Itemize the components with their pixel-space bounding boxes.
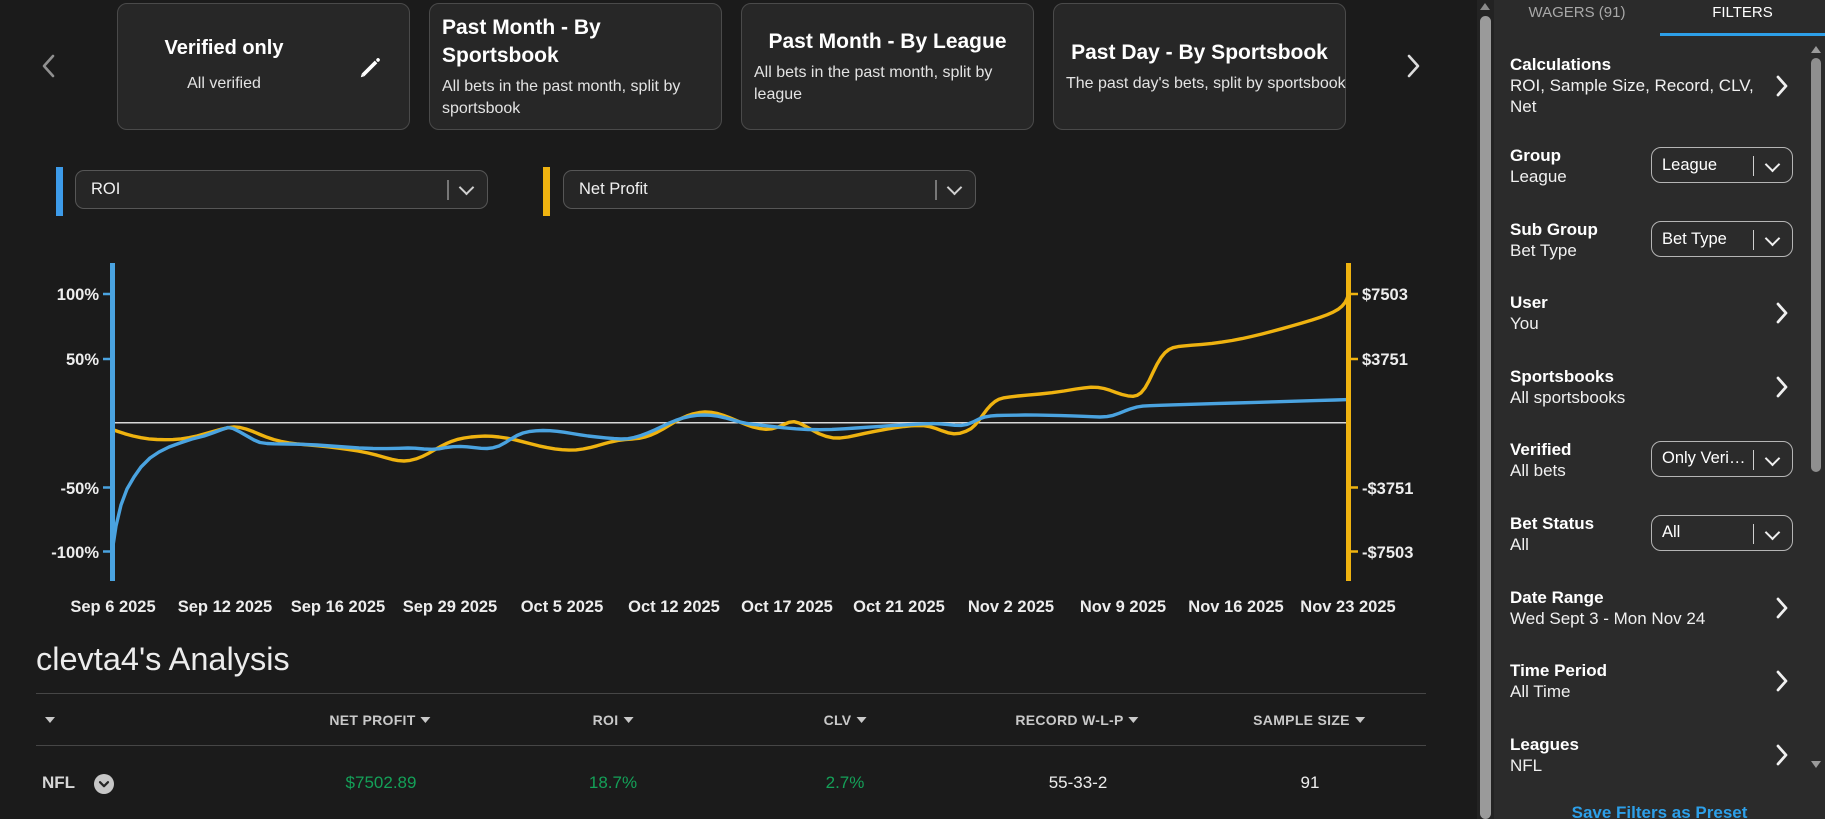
svg-text:-50%: -50% [60,480,99,498]
svg-text:-$7503: -$7503 [1362,544,1413,562]
svg-text:$3751: $3751 [1362,351,1408,369]
svg-text:Sep 29 2025: Sep 29 2025 [403,598,498,616]
svg-text:100%: 100% [57,286,100,304]
svg-text:Oct 12 2025: Oct 12 2025 [628,598,720,616]
svg-text:Sep 12 2025: Sep 12 2025 [178,598,273,616]
svg-text:Oct 5 2025: Oct 5 2025 [521,598,604,616]
svg-text:Nov 2 2025: Nov 2 2025 [968,598,1054,616]
svg-text:50%: 50% [66,351,99,369]
svg-text:Oct 21 2025: Oct 21 2025 [853,598,945,616]
svg-text:-100%: -100% [51,544,99,562]
svg-text:Sep 6 2025: Sep 6 2025 [70,598,155,616]
svg-text:$7503: $7503 [1362,286,1408,304]
svg-text:Sep 16 2025: Sep 16 2025 [291,598,386,616]
svg-text:Nov 23 2025: Nov 23 2025 [1300,598,1395,616]
svg-text:Oct 17 2025: Oct 17 2025 [741,598,833,616]
svg-text:Nov 9 2025: Nov 9 2025 [1080,598,1166,616]
svg-text:-$3751: -$3751 [1362,480,1413,498]
svg-text:Nov 16 2025: Nov 16 2025 [1188,598,1283,616]
